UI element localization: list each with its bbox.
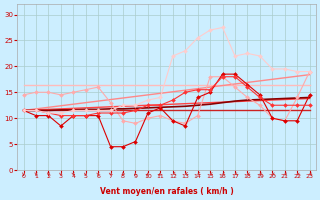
- X-axis label: Vent moyen/en rafales ( km/h ): Vent moyen/en rafales ( km/h ): [100, 187, 234, 196]
